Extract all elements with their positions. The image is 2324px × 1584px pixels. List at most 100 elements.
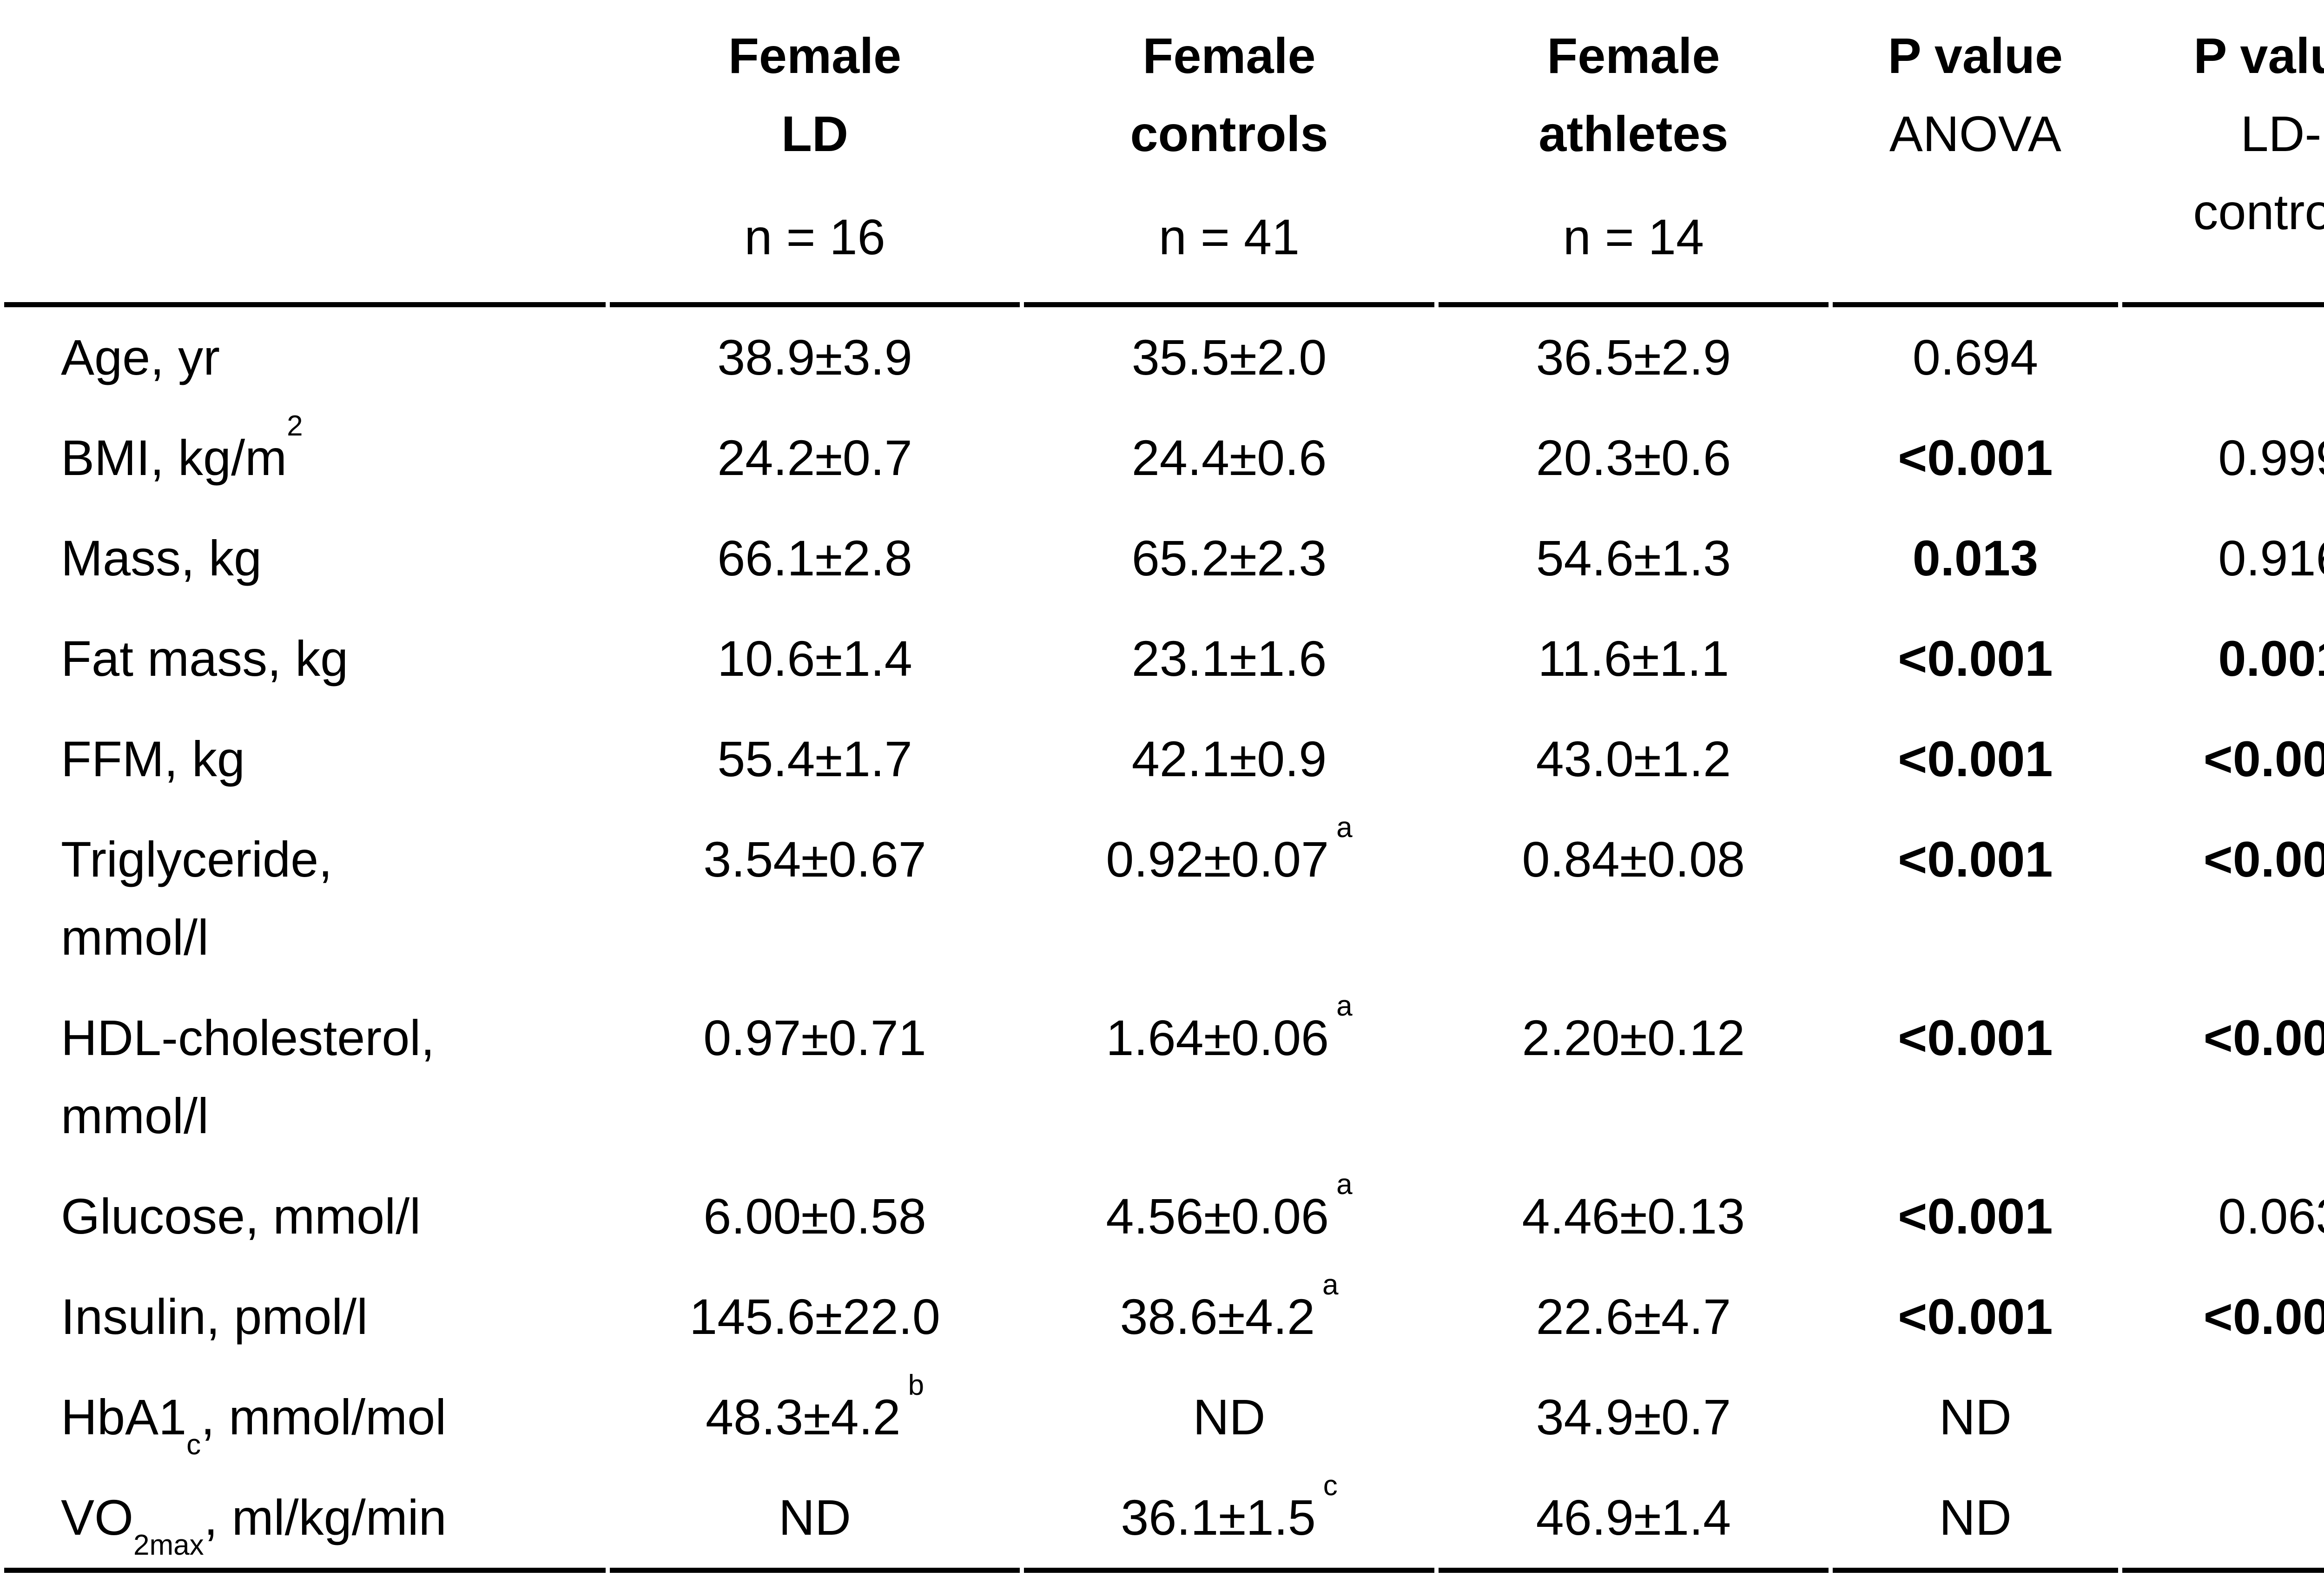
- column-header-female-athletes: Female athletes n = 14: [1438, 4, 1829, 307]
- cell-value: ND: [1939, 1389, 2012, 1445]
- cell-value: 34.9±0.7: [1536, 1389, 1731, 1445]
- table-body: Age, yr 38.9±3.9 35.5±2.0 36.5±2.9 0.694 BMI,…: [4, 307, 2324, 1573]
- cell-value: 0.999: [2218, 429, 2324, 486]
- cell-value: 38.6±4.2: [1120, 1288, 1315, 1345]
- cell-value: <0.001: [1898, 630, 2053, 686]
- table-cell: 4.56±0.06a: [1024, 1166, 1434, 1267]
- table-cell: 0.84±0.08: [1439, 809, 1829, 988]
- row-label-part: Mass, kg: [61, 530, 262, 586]
- table-cell: 65.2±2.3: [1024, 508, 1434, 608]
- table-cell: 43.0±1.2: [1439, 709, 1829, 809]
- table-cell: 0.92±0.07a: [1024, 809, 1434, 988]
- cell-value: 48.3±4.2: [705, 1389, 901, 1445]
- cell-value: ND: [779, 1489, 852, 1545]
- cell-value: 55.4±1.7: [717, 731, 912, 787]
- table-cell: 0.97±0.71: [610, 988, 1020, 1166]
- row-label: FFM, kg: [4, 709, 606, 809]
- table-cell: 38.9±3.9: [610, 307, 1020, 408]
- cell-value: 54.6±1.3: [1536, 530, 1731, 586]
- table-cell: <0.001: [1833, 809, 2118, 988]
- cell-value: <0.001: [1898, 831, 2053, 887]
- table-cell: 54.6±1.3: [1439, 508, 1829, 608]
- cell-value: 4.56±0.06: [1106, 1188, 1329, 1244]
- table-cell: 0.694: [1833, 307, 2118, 408]
- cell-value: 0.97±0.71: [703, 1010, 926, 1066]
- cell-value: <0.001: [2203, 731, 2324, 787]
- table-cell: <0.001: [2122, 1267, 2324, 1367]
- table-cell: <0.001: [1833, 988, 2118, 1166]
- header-line: Female: [1142, 27, 1316, 84]
- row-label: HbA1c, mmol/mol: [4, 1367, 606, 1467]
- cell-superscript: a: [1322, 1269, 1339, 1301]
- cell-value: 0.063: [2218, 1188, 2324, 1244]
- table-cell: 10.6±1.4: [610, 608, 1020, 709]
- cell-value: 42.1±0.9: [1131, 731, 1327, 787]
- header-line: P value: [2193, 27, 2324, 84]
- table-cell: 0.063: [2122, 1166, 2324, 1267]
- table-cell: 20.3±0.6: [1439, 408, 1829, 508]
- table-row: Insulin, pmol/l 145.6±22.0 38.6±4.2a 22.6±4…: [4, 1267, 2324, 1367]
- cell-value: 6.00±0.58: [703, 1188, 926, 1244]
- header-line: athletes: [1538, 106, 1729, 162]
- row-label-part: Triglyceride,: [61, 831, 333, 887]
- cell-value: 65.2±2.3: [1131, 530, 1327, 586]
- table-cell: 0.001: [2122, 608, 2324, 709]
- cell-value: <0.001: [2203, 831, 2324, 887]
- table-cell: <0.001: [1833, 608, 2118, 709]
- cell-value: <0.001: [1898, 731, 2053, 787]
- table-cell: [2122, 1467, 2324, 1573]
- table-cell: 23.1±1.6: [1024, 608, 1434, 709]
- header-line: P value: [1888, 27, 2063, 84]
- row-label-part: HDL-cholesterol,: [61, 1010, 435, 1066]
- table-cell: <0.001: [1833, 408, 2118, 508]
- table-cell: 145.6±22.0: [610, 1267, 1020, 1367]
- cell-value: ND: [1939, 1489, 2012, 1545]
- table-row: Fat mass, kg 10.6±1.4 23.1±1.6 11.6±1.1 <0.0…: [4, 608, 2324, 709]
- cell-value: 66.1±2.8: [717, 530, 912, 586]
- table-cell: 0.916: [2122, 508, 2324, 608]
- cell-value: 23.1±1.6: [1131, 630, 1327, 686]
- cell-value: 1.64±0.06: [1106, 1010, 1329, 1066]
- row-label-part: c: [186, 1428, 201, 1461]
- table-cell: 24.2±0.7: [610, 408, 1020, 508]
- table-cell: <0.001: [2122, 988, 2324, 1166]
- row-label: BMI, kg/m2: [4, 408, 606, 508]
- table-cell: 22.6±4.7: [1439, 1267, 1829, 1367]
- table-cell: <0.001: [2122, 709, 2324, 809]
- cell-value: 38.9±3.9: [717, 329, 912, 385]
- column-header-female-ld: Female LD n = 16: [609, 4, 1020, 307]
- table-row: VO2max, ml/kg/minND36.1±1.5c46.9±1.4ND<0…: [4, 1467, 2324, 1573]
- corner-cell: [4, 4, 606, 307]
- table-cell: 38.6±4.2a: [1024, 1267, 1434, 1367]
- header-line: Female: [728, 27, 902, 84]
- table-cell: ND: [1833, 1467, 2118, 1573]
- row-label-part: VO: [61, 1489, 134, 1545]
- header-line: controls: [1130, 106, 1328, 162]
- row-label: Age, yr: [4, 307, 606, 408]
- cell-value: 3.54±0.67: [703, 831, 926, 887]
- table-cell: 0.999: [2122, 408, 2324, 508]
- cell-value: 20.3±0.6: [1536, 429, 1731, 486]
- table-cell: <0.001: [2122, 809, 2324, 988]
- row-label-part: 2max: [133, 1529, 204, 1561]
- header-line: controls: [2193, 184, 2324, 240]
- cell-value: <0.001: [2203, 1010, 2324, 1066]
- table-cell: [2122, 1367, 2324, 1467]
- table-row: BMI, kg/m2 24.2±0.7 24.4±0.6 20.3±0.6 <0.001…: [4, 408, 2324, 508]
- cell-value: 24.2±0.7: [717, 429, 912, 486]
- table-cell: 36.1±1.5c: [1024, 1467, 1434, 1573]
- row-label: Fat mass, kg: [4, 608, 606, 709]
- table-cell: [2122, 307, 2324, 408]
- cell-value: 0.92±0.07: [1106, 831, 1329, 887]
- row-label-part: 2: [287, 410, 303, 442]
- table-cell: 6.00±0.58: [610, 1166, 1020, 1267]
- table-row: FFM, kg 55.4±1.7 42.1±0.9 43.0±1.2 <0.001 <0.…: [4, 709, 2324, 809]
- cell-value: 43.0±1.2: [1536, 731, 1731, 787]
- cell-value: 10.6±1.4: [717, 630, 912, 686]
- table-cell: 24.4±0.6: [1024, 408, 1434, 508]
- cell-value: <0.001: [1898, 429, 2053, 486]
- header-row: Female LD n = 16 Female controls n = 41 Female…: [4, 4, 2324, 307]
- row-label-part: , ml/kg/min: [204, 1489, 447, 1545]
- table-row: HDL-cholesterol, mmol/l 0.97±0.71 1.64±0.06…: [4, 988, 2324, 1166]
- cell-superscript: b: [908, 1369, 924, 1401]
